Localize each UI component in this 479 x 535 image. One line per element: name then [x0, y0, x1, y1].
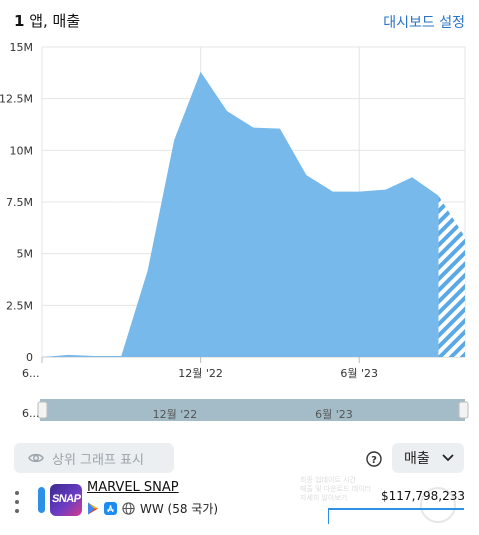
show-top-graph-label: 상위 그래프 표시 [52, 452, 144, 468]
navigator-tick-label: 12월 '22 [153, 408, 198, 421]
dashboard-settings-link[interactable]: 대시보드 설정 [383, 15, 465, 31]
y-tick-label: 15M [10, 41, 34, 54]
chevron-down-icon [442, 454, 454, 462]
globe-icon [122, 502, 135, 515]
page-title: 1 앱, 매출 [14, 12, 81, 30]
series-area [42, 71, 439, 358]
y-tick-label: 12.5M [0, 93, 33, 106]
drag-handle-icon[interactable] [14, 489, 20, 515]
metric-select-value: 매출 [404, 451, 430, 467]
x-tick-label: 6... [22, 367, 40, 380]
series-color-indicator[interactable] [38, 487, 45, 513]
row-watermark: 최종 업데이트 시간 매출 및 다운로드 데이터 자세히 알아보기 [300, 476, 372, 502]
y-tick-label: 10M [10, 144, 34, 157]
y-tick-label: 7.5M [6, 196, 33, 209]
navigator-tick-label: 6월 '23 [315, 408, 353, 421]
google-play-icon [88, 502, 98, 515]
revenue-bar-marker [328, 508, 329, 524]
app-icon: SNAP [50, 484, 82, 516]
y-tick-label: 0 [26, 351, 33, 364]
app-revenue: $117,798,233 [381, 489, 465, 503]
y-tick-label: 5M [17, 248, 34, 261]
help-icon[interactable]: ? [366, 451, 382, 467]
app-platforms: WW (58 국가) [87, 500, 218, 517]
eye-icon [28, 453, 44, 463]
y-tick-label: 2.5M [6, 299, 33, 312]
x-tick-label: 12월 '22 [178, 367, 223, 380]
navigator-left-label: 6... [22, 407, 40, 420]
projected-area [438, 195, 465, 357]
navigator-left-handle[interactable] [37, 401, 48, 419]
app-store-icon [104, 502, 117, 515]
metric-select[interactable]: 매출 [392, 443, 464, 473]
x-tick-label: 6월 '23 [340, 367, 378, 380]
revenue-bar [328, 508, 464, 510]
show-top-graph-button[interactable]: 상위 그래프 표시 [14, 443, 174, 473]
navigator-right-handle[interactable] [458, 401, 469, 419]
app-name-link[interactable]: MARVEL SNAP [87, 480, 179, 495]
svg-text:?: ? [371, 455, 377, 466]
row-watermark-circle [420, 487, 456, 523]
app-region: WW (58 국가) [140, 502, 219, 516]
range-navigator[interactable] [40, 399, 465, 421]
